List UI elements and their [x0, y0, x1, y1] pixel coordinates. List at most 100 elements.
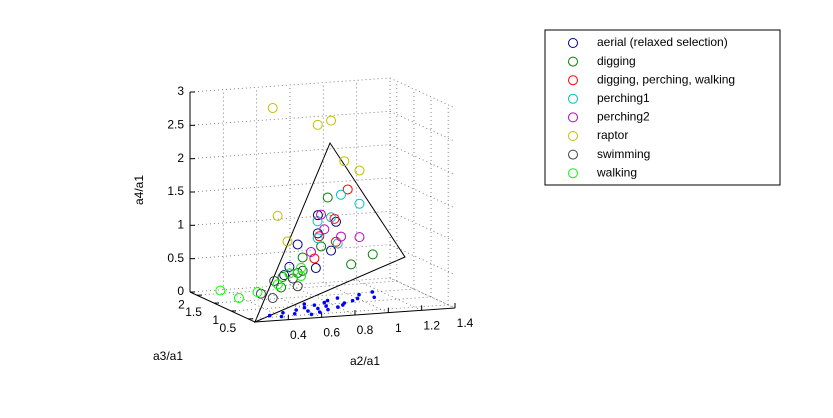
x-tick-label: 0.8	[357, 323, 374, 337]
point	[330, 236, 341, 247]
point	[326, 212, 337, 223]
point	[354, 198, 365, 209]
point	[306, 247, 317, 258]
point	[354, 165, 365, 176]
floor-point	[370, 290, 375, 294]
floor-point	[336, 305, 340, 309]
x-tick-label: 1.4	[457, 316, 474, 330]
grid-line	[248, 304, 449, 320]
point	[296, 262, 307, 273]
point	[332, 238, 343, 249]
grid-line	[189, 110, 391, 126]
point	[233, 292, 244, 303]
point	[312, 216, 323, 227]
point	[297, 265, 308, 276]
floor-point	[355, 296, 360, 301]
point	[367, 249, 378, 260]
point	[269, 275, 280, 286]
grid-line	[223, 289, 289, 321]
floor-point	[302, 305, 307, 310]
z-tick-label: 0.5	[167, 251, 184, 265]
point	[336, 231, 347, 242]
floor-point	[326, 307, 330, 312]
y-tick-label: 0.5	[219, 321, 236, 335]
floor-point	[306, 309, 310, 313]
point	[314, 231, 325, 242]
point	[354, 232, 365, 243]
point	[339, 156, 350, 167]
y-tick-label: 1.5	[185, 305, 202, 319]
floor-point	[292, 311, 297, 316]
y-tick-label: 1	[212, 313, 219, 327]
x-tick-label: 1	[395, 321, 402, 335]
point	[312, 210, 323, 221]
grid-line	[213, 288, 414, 304]
floor-point	[350, 298, 355, 303]
point	[296, 271, 307, 282]
triangle	[254, 141, 406, 323]
point	[326, 245, 337, 256]
point	[312, 119, 323, 130]
point	[312, 233, 323, 244]
point	[342, 184, 353, 195]
grid-line	[389, 144, 456, 176]
grid-line	[389, 210, 456, 242]
legend-marker	[568, 75, 578, 86]
grid-line	[389, 110, 456, 142]
floor-point	[322, 300, 327, 305]
point	[310, 263, 321, 274]
legend-marker	[568, 168, 578, 179]
point	[335, 189, 346, 200]
point	[326, 115, 337, 126]
legend-label: aerial (relaxed selection)	[597, 35, 728, 49]
point	[319, 224, 330, 235]
grid-line	[356, 279, 422, 311]
x-tick-label: 0.6	[323, 326, 340, 340]
grid-line	[231, 296, 432, 312]
floor-point	[302, 302, 307, 306]
legend-label: perching2	[597, 110, 650, 124]
grid-line	[189, 144, 391, 160]
floor-point	[357, 292, 361, 297]
legend-label: walking	[596, 165, 637, 179]
legend-marker	[568, 131, 578, 141]
x-tick-label: 0.4	[290, 328, 307, 342]
point	[284, 261, 295, 272]
legend-label: digging, perching, walking	[597, 72, 735, 86]
legend-marker	[568, 93, 578, 104]
floor-point	[316, 306, 320, 311]
point	[272, 210, 283, 221]
grid-line	[189, 210, 391, 226]
legend-label: swimming	[597, 147, 650, 161]
point	[276, 282, 287, 293]
grid-line	[389, 77, 456, 109]
legend-marker	[568, 112, 578, 123]
x-axis-label: a2/a1	[350, 354, 380, 368]
legend-label: perching1	[597, 91, 650, 105]
floor-point	[281, 310, 285, 315]
floor-point	[317, 310, 322, 314]
point	[292, 239, 303, 250]
floor-point	[279, 314, 284, 319]
legend-label: raptor	[597, 128, 628, 142]
floor-point	[325, 298, 330, 303]
point	[346, 259, 357, 270]
y-axis-label: a3/a1	[153, 349, 183, 363]
point	[316, 241, 327, 252]
y-tick-label: 2	[178, 297, 185, 311]
z-axis-label: a4/a1	[132, 175, 146, 205]
point	[267, 103, 278, 114]
point	[297, 252, 308, 263]
floor-point	[342, 301, 347, 305]
point	[316, 209, 327, 220]
grid-line	[289, 284, 356, 316]
legend	[544, 29, 781, 186]
grid-line	[189, 244, 391, 260]
point	[215, 285, 226, 296]
legend-marker	[568, 56, 578, 67]
x-tick-label: 1.2	[423, 319, 440, 333]
z-tick-label: 2	[177, 151, 184, 165]
point	[284, 268, 295, 279]
point	[309, 253, 320, 264]
